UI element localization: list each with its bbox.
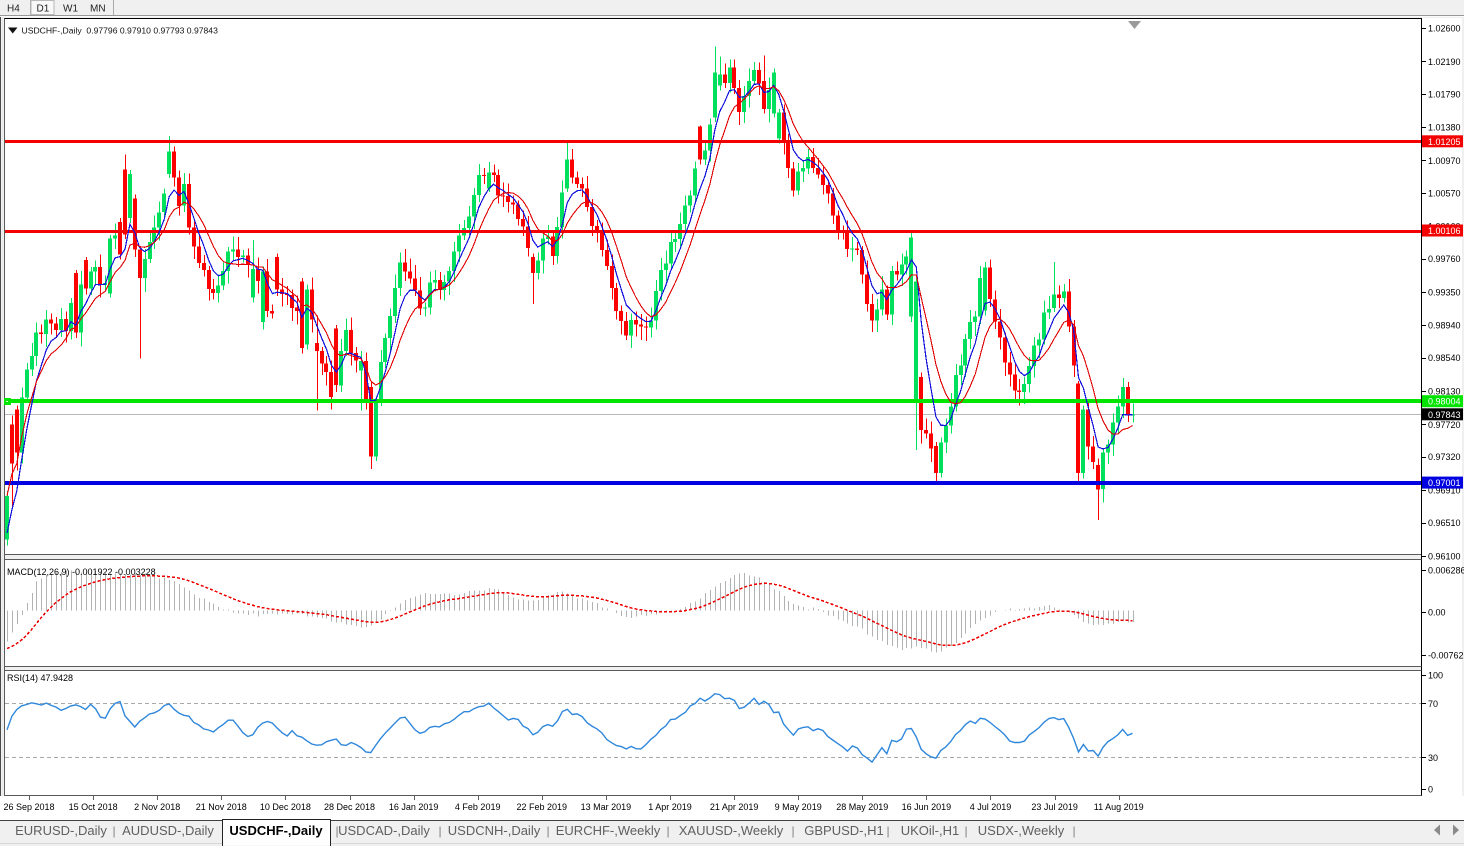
svg-text:XAUUSD-,Weekly: XAUUSD-,Weekly — [679, 823, 784, 838]
svg-text:|: | — [1072, 824, 1075, 838]
svg-text:0.98940: 0.98940 — [1428, 321, 1461, 331]
svg-text:4 Jul 2019: 4 Jul 2019 — [970, 802, 1012, 812]
svg-text:100: 100 — [1428, 671, 1443, 681]
svg-text:RSI(14) 47.9428: RSI(14) 47.9428 — [7, 673, 73, 683]
svg-text:W1: W1 — [63, 4, 78, 15]
svg-text:0.96100: 0.96100 — [1428, 551, 1461, 561]
svg-text:0.99760: 0.99760 — [1428, 254, 1461, 264]
svg-text:11 Aug 2019: 11 Aug 2019 — [1094, 802, 1144, 812]
svg-text:1.02600: 1.02600 — [1428, 24, 1461, 34]
svg-text:0.96510: 0.96510 — [1428, 518, 1461, 528]
svg-text:D1: D1 — [37, 4, 50, 15]
svg-text:2 Nov 2018: 2 Nov 2018 — [134, 802, 180, 812]
svg-text:MACD(12,26,9) -0.001922 -0.003: MACD(12,26,9) -0.001922 -0.003228 — [7, 567, 156, 577]
svg-text:|: | — [546, 824, 549, 838]
svg-text:26 Sep 2018: 26 Sep 2018 — [3, 802, 54, 812]
svg-text:USDCHF-,Daily 0.97796 0.97910: USDCHF-,Daily 0.97796 0.97910 0.97793 0.… — [22, 26, 219, 36]
svg-text:|: | — [112, 824, 115, 838]
svg-text:|: | — [335, 824, 338, 838]
svg-text:0.006286: 0.006286 — [1428, 566, 1464, 576]
svg-text:1.01380: 1.01380 — [1428, 123, 1461, 133]
svg-text:|: | — [791, 824, 794, 838]
svg-text:22 Feb 2019: 22 Feb 2019 — [517, 802, 568, 812]
svg-text:|: | — [666, 824, 669, 838]
svg-text:0.98130: 0.98130 — [1428, 387, 1461, 397]
svg-text:0.00: 0.00 — [1428, 608, 1446, 618]
svg-text:H4: H4 — [7, 4, 20, 15]
svg-text:0.99350: 0.99350 — [1428, 287, 1461, 297]
svg-text:28 Dec 2018: 28 Dec 2018 — [324, 802, 375, 812]
svg-text:-0.00762: -0.00762 — [1428, 651, 1464, 661]
svg-text:0: 0 — [1428, 785, 1433, 795]
svg-text:0.96910: 0.96910 — [1428, 486, 1461, 496]
svg-text:1.00970: 1.00970 — [1428, 156, 1461, 166]
svg-text:MN: MN — [90, 4, 106, 15]
svg-text:70: 70 — [1428, 699, 1438, 709]
svg-text:10 Dec 2018: 10 Dec 2018 — [260, 802, 311, 812]
svg-text:28 May 2019: 28 May 2019 — [836, 802, 888, 812]
svg-text:1.01790: 1.01790 — [1428, 89, 1461, 99]
svg-text:1.02190: 1.02190 — [1428, 57, 1461, 67]
svg-text:0.98540: 0.98540 — [1428, 353, 1461, 363]
svg-text:23 Jul 2019: 23 Jul 2019 — [1031, 802, 1078, 812]
svg-text:9 May 2019: 9 May 2019 — [775, 802, 822, 812]
svg-text:4 Feb 2019: 4 Feb 2019 — [455, 802, 501, 812]
svg-text:EURUSD-,Daily: EURUSD-,Daily — [15, 823, 107, 838]
svg-text:16 Jun 2019: 16 Jun 2019 — [902, 802, 952, 812]
svg-text:1.00570: 1.00570 — [1428, 188, 1461, 198]
svg-text:0.97001: 0.97001 — [1428, 478, 1461, 488]
svg-text:USDCAD-,Daily: USDCAD-,Daily — [338, 823, 430, 838]
svg-text:AUDUSD-,Daily: AUDUSD-,Daily — [122, 823, 214, 838]
svg-text:|: | — [964, 824, 967, 838]
svg-text:15 Oct 2018: 15 Oct 2018 — [69, 802, 118, 812]
svg-text:1.00106: 1.00106 — [1428, 226, 1461, 236]
svg-text:EURCHF-,Weekly: EURCHF-,Weekly — [556, 823, 661, 838]
svg-text:USDCNH-,Daily: USDCNH-,Daily — [448, 823, 541, 838]
svg-text:GBPUSD-,H1: GBPUSD-,H1 — [804, 823, 883, 838]
svg-text:0.97720: 0.97720 — [1428, 420, 1461, 430]
svg-text:21 Nov 2018: 21 Nov 2018 — [196, 802, 247, 812]
svg-text:0.98004: 0.98004 — [1428, 397, 1461, 407]
svg-text:16 Jan 2019: 16 Jan 2019 — [389, 802, 439, 812]
svg-text:1.01205: 1.01205 — [1428, 137, 1461, 147]
svg-text:0.97320: 0.97320 — [1428, 452, 1461, 462]
svg-text:|: | — [886, 824, 889, 838]
svg-text:0.97843: 0.97843 — [1428, 410, 1461, 420]
svg-text:UKOil-,H1: UKOil-,H1 — [901, 823, 960, 838]
svg-text:1 Apr 2019: 1 Apr 2019 — [648, 802, 692, 812]
svg-text:21 Apr 2019: 21 Apr 2019 — [710, 802, 759, 812]
svg-text:13 Mar 2019: 13 Mar 2019 — [581, 802, 632, 812]
svg-text:USDCHF-,Daily: USDCHF-,Daily — [229, 823, 323, 838]
svg-text:30: 30 — [1428, 753, 1438, 763]
svg-text:|: | — [438, 824, 441, 838]
svg-text:USDX-,Weekly: USDX-,Weekly — [978, 823, 1065, 838]
